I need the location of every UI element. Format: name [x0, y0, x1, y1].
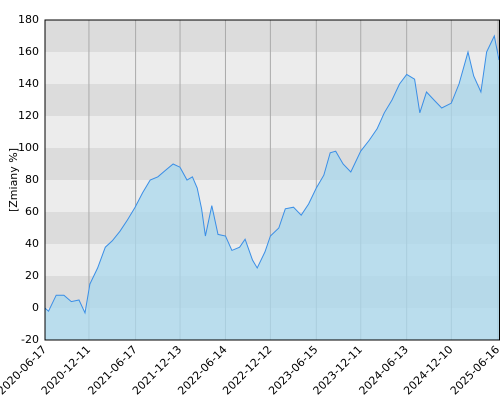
y-tick-label: 20: [25, 269, 39, 282]
line: [44, 34, 500, 315]
y-axis-label: [Zmiany %]: [7, 148, 20, 212]
y-tick-label: 100: [18, 141, 39, 154]
y-tick-label: 140: [18, 77, 39, 90]
grid-band: [45, 52, 500, 84]
grid-band: [45, 20, 500, 52]
y-tick-label: 180: [18, 13, 39, 26]
y-tick-label: 60: [25, 205, 39, 218]
y-tick-label: 120: [18, 109, 39, 122]
area-fill: [45, 36, 500, 340]
x-tick-label: 2025-06-16: [448, 343, 500, 397]
y-tick-label: 0: [32, 301, 39, 314]
y-tick-label: 80: [25, 173, 39, 186]
y-tick-label: 40: [25, 237, 39, 250]
y-tick-label: 160: [18, 45, 39, 58]
y-tick-label: -20: [21, 333, 39, 346]
